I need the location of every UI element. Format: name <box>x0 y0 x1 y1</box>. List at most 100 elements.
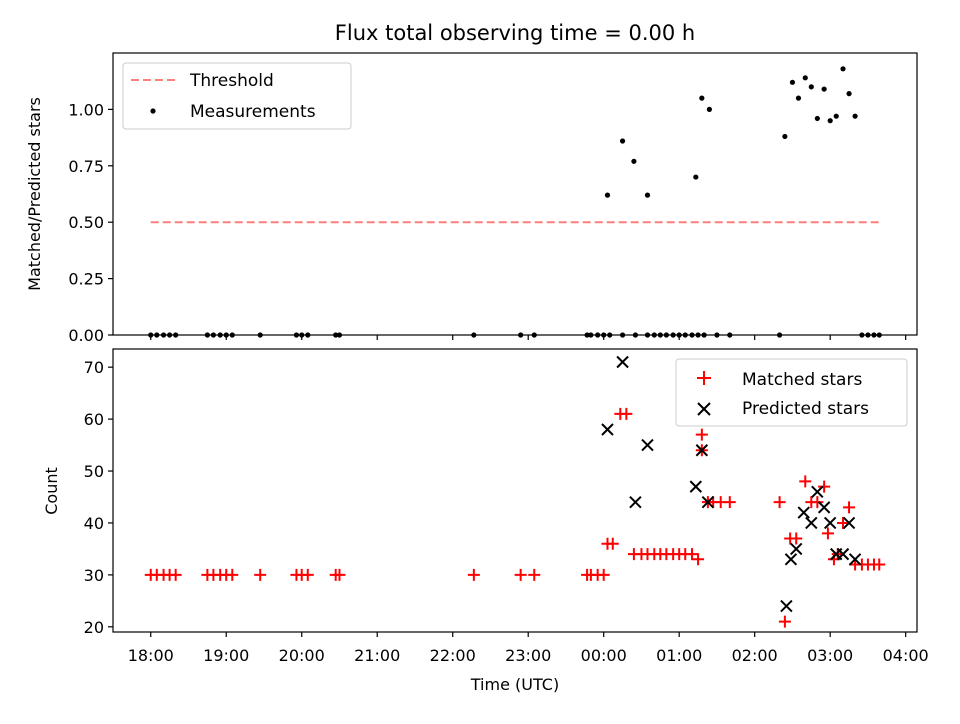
measurement-point <box>846 91 852 97</box>
bottom-x-ticks: 18:00 19:00 20:00 21:00 22:00 23:00 00:00 01:00… <box>128 632 929 665</box>
top-panel: Flux total observing time = 0.00 h Match… <box>25 21 918 345</box>
predicted-stars-point <box>817 501 831 514</box>
measurement-point <box>789 79 796 85</box>
measurement-point <box>604 192 611 198</box>
matched-stars-point <box>597 568 610 581</box>
predicted-stars-point <box>641 438 654 452</box>
matched-stars-point <box>811 496 824 509</box>
matched-stars-point <box>799 475 812 488</box>
top-y-axis-label: Matched/Predicted stars <box>25 97 44 291</box>
bottom-x-tick-label: 02:00 <box>732 646 778 665</box>
matched-stars-point <box>301 568 314 581</box>
predicted-stars-point <box>780 599 793 613</box>
measurement-point <box>833 113 839 119</box>
measurement-point <box>699 95 705 101</box>
top-y-ticks: 0.00 0.25 0.50 0.75 1.00 <box>68 100 113 345</box>
bottom-x-tick-label: 00:00 <box>581 646 627 665</box>
matched-stars-point <box>333 568 346 581</box>
legend-predicted-swatch <box>697 402 711 416</box>
matched-stars-point <box>818 480 831 493</box>
matched-stars-point <box>773 496 786 509</box>
measurement-point <box>802 75 808 81</box>
top-y-tick-label: 0.75 <box>68 157 104 176</box>
bottom-y-tick-label: 70 <box>84 358 104 377</box>
matched-stars-point <box>514 568 527 581</box>
bottom-y-tick-label: 60 <box>84 410 104 429</box>
predicted-stars-point <box>823 516 837 530</box>
bottom-x-tick-label: 22:00 <box>430 646 476 665</box>
bottom-y-ticks: 20 30 40 50 60 70 <box>84 358 113 637</box>
matched-stars-point <box>723 496 736 509</box>
legend-threshold-label: Threshold <box>189 71 274 91</box>
predicted-stars-point <box>701 495 715 509</box>
bottom-x-tick-label: 23:00 <box>505 646 551 665</box>
predicted-stars-point <box>616 355 629 369</box>
top-x-ticks <box>150 335 907 340</box>
predicted-stars-point <box>790 542 803 556</box>
predicted-stars-point <box>601 423 614 436</box>
matched-stars-point <box>821 527 834 540</box>
predicted-stars-point <box>805 516 818 530</box>
legend-matched-label: Matched stars <box>742 370 862 390</box>
predicted-stars-point <box>848 553 862 566</box>
top-legend-box <box>122 62 352 130</box>
matched-stars-point <box>686 548 699 561</box>
bottom-y-tick-label: 50 <box>84 462 104 481</box>
matched-stars-point <box>606 537 619 550</box>
bottom-x-tick-label: 18:00 <box>128 646 174 665</box>
bottom-y-tick-label: 40 <box>84 514 104 533</box>
predicted-stars-point <box>797 506 810 519</box>
bottom-legend: Matched stars Predicted stars <box>675 358 908 427</box>
measurement-point <box>795 95 802 101</box>
matched-stars-point <box>778 615 791 628</box>
matched-stars-point <box>169 568 182 581</box>
matched-stars-point <box>467 568 480 581</box>
legend-predicted-label: Predicted stars <box>742 399 869 419</box>
measurement-point <box>693 174 699 180</box>
measurement-point <box>782 133 788 140</box>
bottom-x-tick-label: 20:00 <box>279 646 325 665</box>
legend-matched-swatch <box>697 371 711 385</box>
top-legend: Threshold Measurements <box>122 62 352 130</box>
measurement-point <box>808 84 814 90</box>
top-y-tick-label: 0.00 <box>68 326 104 345</box>
matched-stars-point <box>837 516 850 529</box>
measurement-point <box>619 138 626 144</box>
matched-stars-point <box>695 428 708 441</box>
matched-stars-point <box>692 553 705 566</box>
predicted-stars-point <box>811 485 824 499</box>
bottom-x-tick-label: 01:00 <box>656 646 702 665</box>
top-y-tick-label: 0.25 <box>68 270 104 289</box>
legend-measurements-swatch <box>150 108 156 114</box>
matched-stars-point <box>843 501 856 514</box>
predicted-stars-point <box>836 547 850 561</box>
predicted-stars-point <box>629 495 642 509</box>
bottom-legend-box <box>675 358 908 427</box>
measurement-point <box>840 66 846 72</box>
bottom-marks <box>144 355 886 628</box>
bottom-x-tick-label: 03:00 <box>807 646 853 665</box>
matched-stars-point <box>254 568 267 581</box>
chart-title: Flux total observing time = 0.00 h <box>335 21 695 45</box>
predicted-stars-point <box>784 553 798 566</box>
bottom-y-tick-label: 30 <box>84 566 104 585</box>
predicted-stars-point <box>842 516 856 530</box>
bottom-axes-frame <box>112 348 918 633</box>
measurement-point <box>706 106 712 112</box>
matched-stars-point <box>620 407 633 420</box>
matched-stars-point <box>790 532 803 545</box>
top-y-tick-label: 0.50 <box>68 213 104 232</box>
top-y-tick-label: 1.00 <box>68 100 104 119</box>
measurement-point <box>814 115 820 122</box>
measurement-point <box>821 86 827 92</box>
measurement-point <box>852 113 858 119</box>
bottom-panel: Count Time (UTC) 20 30 40 50 60 70 18:00 19:00… <box>42 348 929 694</box>
matched-stars-point <box>873 558 886 571</box>
measurement-point <box>631 158 637 164</box>
matched-stars-point <box>226 568 239 581</box>
bottom-x-tick-label: 04:00 <box>883 646 929 665</box>
measurement-point <box>644 192 651 198</box>
bottom-x-tick-label: 21:00 <box>354 646 400 665</box>
predicted-stars-point <box>695 444 709 457</box>
